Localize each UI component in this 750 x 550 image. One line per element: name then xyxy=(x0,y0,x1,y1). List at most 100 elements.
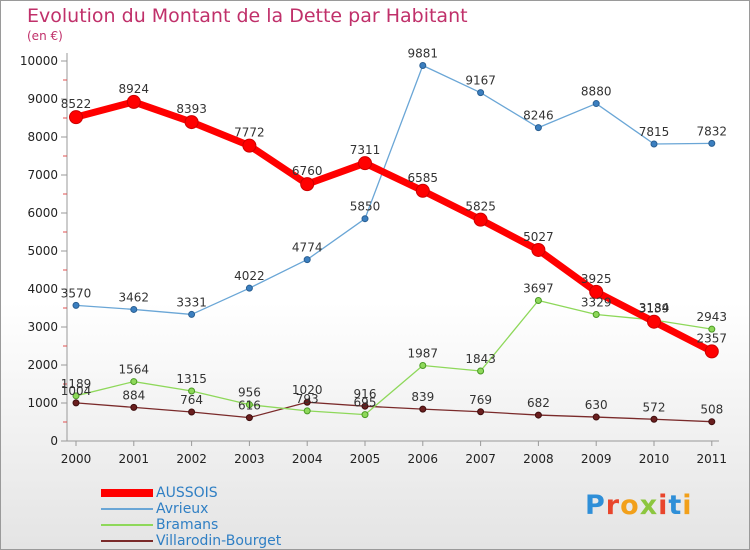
data-label-aussois: 6585 xyxy=(408,171,439,185)
legend-item-avrieux: Avrieux xyxy=(101,501,281,517)
data-label-aussois: 7311 xyxy=(350,143,381,157)
data-point-avrieux xyxy=(130,305,138,313)
data-point-bramans xyxy=(303,407,311,415)
data-point-aussois xyxy=(184,115,199,130)
x-tick-label: 2006 xyxy=(408,452,439,466)
data-label-villarodin-bourget: 682 xyxy=(527,396,550,410)
x-tick-label: 2002 xyxy=(176,452,207,466)
series-line-aussois xyxy=(72,98,716,355)
data-label-avrieux: 5850 xyxy=(350,200,381,214)
data-point-bramans xyxy=(361,411,369,419)
data-label-aussois: 8924 xyxy=(119,82,150,96)
data-point-avrieux xyxy=(419,62,427,70)
data-point-villarodin-bourget xyxy=(419,405,427,413)
y-tick-label: 0 xyxy=(50,434,58,448)
data-point-bramans xyxy=(188,387,196,395)
data-label-aussois: 3925 xyxy=(581,272,612,286)
data-point-villarodin-bourget xyxy=(130,403,138,411)
data-point-aussois xyxy=(300,177,315,192)
y-tick-label: 8000 xyxy=(27,130,58,144)
data-point-aussois xyxy=(415,183,430,198)
data-point-avrieux xyxy=(72,301,80,309)
data-label-villarodin-bourget: 508 xyxy=(700,403,723,417)
y-tick-label: 2000 xyxy=(27,358,58,372)
data-point-bramans xyxy=(72,392,80,400)
data-point-aussois xyxy=(358,156,372,171)
data-label-avrieux: 8246 xyxy=(523,109,554,123)
data-label-villarodin-bourget: 1004 xyxy=(61,384,92,398)
series-line-avrieux xyxy=(75,64,713,316)
logo-letter: x xyxy=(639,490,659,521)
data-label-bramans: 1564 xyxy=(119,363,150,377)
x-tick-label: 2000 xyxy=(61,452,92,466)
data-label-aussois: 5027 xyxy=(523,230,554,244)
proxiti-logo: Proxiti xyxy=(585,490,693,521)
series-line-villarodin-bourget xyxy=(75,401,713,423)
chart-legend: AUSSOIS Avrieux Bramans Villarodin-Bourget xyxy=(101,485,281,549)
legend-swatch xyxy=(101,524,153,526)
chart-title: Evolution du Montant de la Dette par Hab… xyxy=(27,5,468,27)
data-point-aussois xyxy=(704,344,719,359)
data-label-villarodin-bourget: 616 xyxy=(238,399,261,413)
legend-label: Villarodin-Bourget xyxy=(156,533,282,549)
data-point-villarodin-bourget xyxy=(361,402,369,410)
series-line-bramans xyxy=(75,299,713,416)
x-tick-label: 2003 xyxy=(234,452,265,466)
data-label-aussois: 8393 xyxy=(176,102,207,116)
data-point-aussois xyxy=(531,242,546,257)
data-label-avrieux: 4022 xyxy=(234,269,265,283)
data-label-aussois: 8522 xyxy=(61,97,92,111)
x-tick-label: 2011 xyxy=(697,452,728,466)
legend-label: Avrieux xyxy=(156,501,209,517)
data-label-bramans: 1987 xyxy=(408,346,439,360)
logo-letter: i xyxy=(682,490,693,521)
x-tick-label: 2008 xyxy=(523,452,554,466)
data-label-avrieux: 9167 xyxy=(465,74,496,88)
data-point-aussois xyxy=(647,314,661,329)
data-point-villarodin-bourget xyxy=(303,398,311,406)
data-point-villarodin-bourget xyxy=(245,414,253,422)
data-point-bramans xyxy=(130,378,138,386)
data-label-bramans: 793 xyxy=(296,392,319,406)
data-point-bramans xyxy=(534,297,542,305)
y-tick-label: 3000 xyxy=(27,320,58,334)
chart-subtitle: (en €) xyxy=(27,29,63,43)
data-label-bramans: 2943 xyxy=(697,310,728,324)
legend-label: AUSSOIS xyxy=(156,485,218,501)
data-label-villarodin-bourget: 630 xyxy=(585,398,608,412)
data-label-aussois: 3139 xyxy=(639,302,670,316)
data-point-aussois xyxy=(69,110,83,125)
y-tick-label: 4000 xyxy=(27,282,58,296)
data-label-aussois: 5825 xyxy=(465,200,496,214)
y-tick-label: 6000 xyxy=(27,206,58,220)
data-point-villarodin-bourget xyxy=(650,415,658,423)
logo-letter: i xyxy=(658,490,669,521)
data-point-avrieux xyxy=(188,310,196,318)
data-label-aussois: 6760 xyxy=(292,164,323,178)
data-label-aussois: 2357 xyxy=(697,331,728,345)
data-point-avrieux xyxy=(650,140,658,148)
data-point-avrieux xyxy=(592,100,600,108)
data-label-bramans: 1843 xyxy=(465,352,496,366)
logo-letter: o xyxy=(620,490,640,521)
y-tick-label: 9000 xyxy=(27,92,58,106)
data-point-bramans xyxy=(592,310,600,318)
data-point-villarodin-bourget xyxy=(477,408,485,416)
data-point-aussois xyxy=(126,94,141,109)
data-label-avrieux: 8880 xyxy=(581,85,612,99)
data-label-villarodin-bourget: 839 xyxy=(411,390,434,404)
data-label-bramans: 695 xyxy=(354,396,377,410)
x-tick-label: 2007 xyxy=(465,452,496,466)
data-point-avrieux xyxy=(303,256,311,264)
data-label-villarodin-bourget: 769 xyxy=(469,393,492,407)
data-point-bramans xyxy=(419,361,427,369)
data-label-villarodin-bourget: 764 xyxy=(180,393,203,407)
data-label-avrieux: 3331 xyxy=(176,295,207,309)
data-point-aussois xyxy=(589,284,604,299)
data-point-aussois xyxy=(473,212,488,227)
data-point-villarodin-bourget xyxy=(708,418,716,426)
x-tick-label: 2004 xyxy=(292,452,323,466)
legend-label: Bramans xyxy=(156,517,219,533)
data-label-avrieux: 7832 xyxy=(697,124,728,138)
